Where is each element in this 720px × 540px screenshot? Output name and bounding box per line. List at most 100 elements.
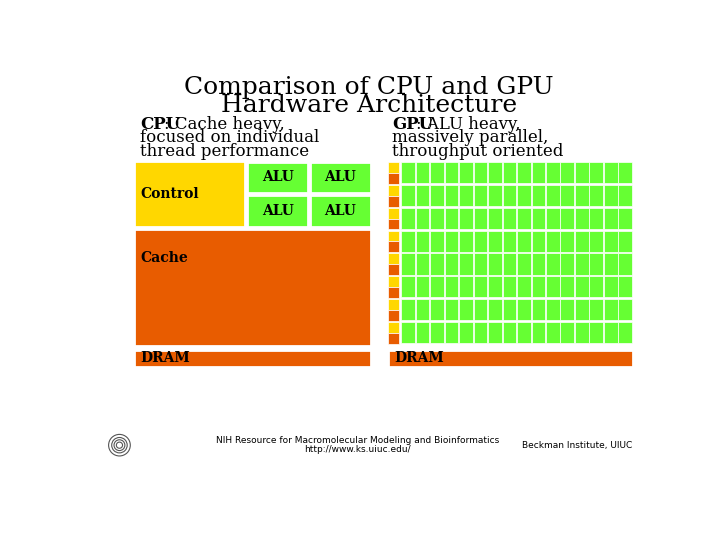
Bar [590, 322, 603, 343]
Text: : Cache heavy,: : Cache heavy, [163, 116, 284, 133]
Bar [401, 253, 415, 274]
Text: DRAM: DRAM [395, 351, 444, 365]
Text: DRAM: DRAM [140, 351, 190, 365]
Text: ALU: ALU [262, 171, 294, 185]
Bar [503, 322, 516, 343]
Bar [488, 162, 502, 183]
Bar [310, 194, 371, 226]
Text: ALU: ALU [262, 204, 294, 218]
Bar [531, 208, 545, 229]
Bar [575, 299, 589, 320]
Bar [503, 231, 516, 252]
Bar [445, 185, 459, 206]
Bar [388, 310, 399, 321]
Bar [517, 276, 531, 298]
Bar [474, 231, 487, 252]
Bar [531, 276, 545, 298]
Bar [401, 299, 415, 320]
Bar [415, 185, 429, 206]
Bar [503, 185, 516, 206]
Bar [415, 253, 429, 274]
Bar [575, 322, 589, 343]
Bar [445, 231, 459, 252]
Bar [388, 162, 399, 173]
Bar [590, 253, 603, 274]
Text: : ALU heavy,: : ALU heavy, [415, 116, 520, 133]
Bar [503, 276, 516, 298]
Bar [134, 161, 245, 226]
Bar [388, 185, 399, 196]
Bar [604, 299, 618, 320]
Bar [445, 208, 459, 229]
Bar [590, 208, 603, 229]
Bar [401, 276, 415, 298]
Bar [430, 299, 444, 320]
Text: ALU: ALU [324, 204, 356, 218]
Bar [546, 185, 559, 206]
Bar [531, 299, 545, 320]
Bar [459, 208, 473, 229]
Bar [531, 231, 545, 252]
Text: thread performance: thread performance [140, 143, 310, 159]
Bar [459, 322, 473, 343]
Text: GPU: GPU [392, 116, 433, 133]
Bar [546, 253, 559, 274]
Bar [401, 185, 415, 206]
Bar [474, 299, 487, 320]
Bar [388, 231, 399, 241]
Bar [388, 219, 399, 230]
Bar [590, 299, 603, 320]
Bar [445, 299, 459, 320]
Bar [503, 253, 516, 274]
Bar [388, 276, 399, 287]
Bar [415, 322, 429, 343]
Bar [415, 162, 429, 183]
Bar [560, 208, 574, 229]
Bar [388, 287, 399, 298]
Bar [531, 253, 545, 274]
Bar [488, 276, 502, 298]
Bar [575, 162, 589, 183]
Bar [445, 322, 459, 343]
Text: focused on individual: focused on individual [140, 130, 320, 146]
Bar [590, 185, 603, 206]
Bar [531, 162, 545, 183]
Text: Hardware Architecture: Hardware Architecture [221, 94, 517, 117]
Bar [388, 299, 399, 310]
Bar [517, 231, 531, 252]
Bar [430, 322, 444, 343]
Bar [560, 231, 574, 252]
Bar [604, 185, 618, 206]
Bar [575, 231, 589, 252]
Text: NIH Resource for Macromolecular Modeling and Bioinformatics: NIH Resource for Macromolecular Modeling… [216, 436, 499, 445]
Bar [546, 276, 559, 298]
Bar [415, 276, 429, 298]
Text: CPU: CPU [140, 116, 181, 133]
Bar [618, 276, 632, 298]
Bar [546, 162, 559, 183]
Bar [503, 299, 516, 320]
Bar [134, 229, 371, 346]
Bar [474, 253, 487, 274]
Bar [503, 208, 516, 229]
Bar [560, 322, 574, 343]
Bar [488, 322, 502, 343]
Bar [618, 253, 632, 274]
Bar [415, 299, 429, 320]
Bar [503, 162, 516, 183]
Bar [388, 241, 399, 252]
Bar [415, 208, 429, 229]
Bar [604, 208, 618, 229]
Bar [474, 185, 487, 206]
Bar [604, 253, 618, 274]
Bar [604, 231, 618, 252]
Bar [388, 173, 399, 184]
Bar [604, 162, 618, 183]
Bar [546, 208, 559, 229]
Bar [575, 253, 589, 274]
Text: http://www.ks.uiuc.edu/: http://www.ks.uiuc.edu/ [304, 446, 410, 454]
Bar [445, 253, 459, 274]
Bar [618, 208, 632, 229]
Bar [401, 322, 415, 343]
Text: Beckman Institute, UIUC: Beckman Institute, UIUC [522, 441, 632, 450]
